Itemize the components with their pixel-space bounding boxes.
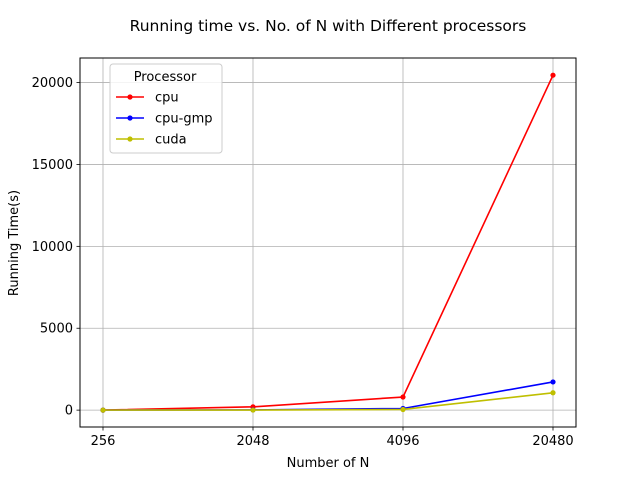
y-tick-label: 0 [65,404,73,419]
y-tick-label: 10000 [32,240,73,255]
data-point-cpu [400,394,406,400]
x-tick-label: 256 [91,434,116,449]
plot-frame [79,57,577,428]
legend-marker-cuda [127,136,133,142]
x-tick-label: 20480 [532,434,573,449]
series-lines [100,72,556,413]
x-tick-label: 2048 [236,434,269,449]
y-tick-label: 15000 [32,158,73,173]
data-point-cuda [250,407,256,413]
x-tick-label: 4096 [386,434,419,449]
data-point-cpu-gmp [550,379,556,385]
legend-title: Processor [134,70,197,85]
y-tick-label: 5000 [40,322,73,337]
legend-label-cpu: cpu [155,91,179,106]
data-point-cpu [550,72,556,78]
chart-title: Running time vs. No. of N with Different… [130,17,527,35]
data-point-cuda [100,407,106,413]
legend-label-cpu-gmp: cpu-gmp [155,112,213,127]
legend-label-cuda: cuda [155,133,187,148]
legend-marker-cpu [127,94,133,100]
axes: 256 2048 4096 20480 0 5000 10000 15000 20000 [32,76,574,449]
legend: Processor cpu cpu-gmp cuda [109,63,223,154]
x-axis-label: Number of N [287,456,370,471]
legend-marker-cpu-gmp [127,115,133,121]
y-axis-label: Running Time(s) [7,190,22,296]
data-point-cuda [400,406,406,413]
y-tick-label: 20000 [32,76,73,91]
series-line-cuda [102,391,554,411]
data-point-cuda [550,390,556,396]
legend-box [109,63,223,154]
series-line-cpu [102,74,554,411]
